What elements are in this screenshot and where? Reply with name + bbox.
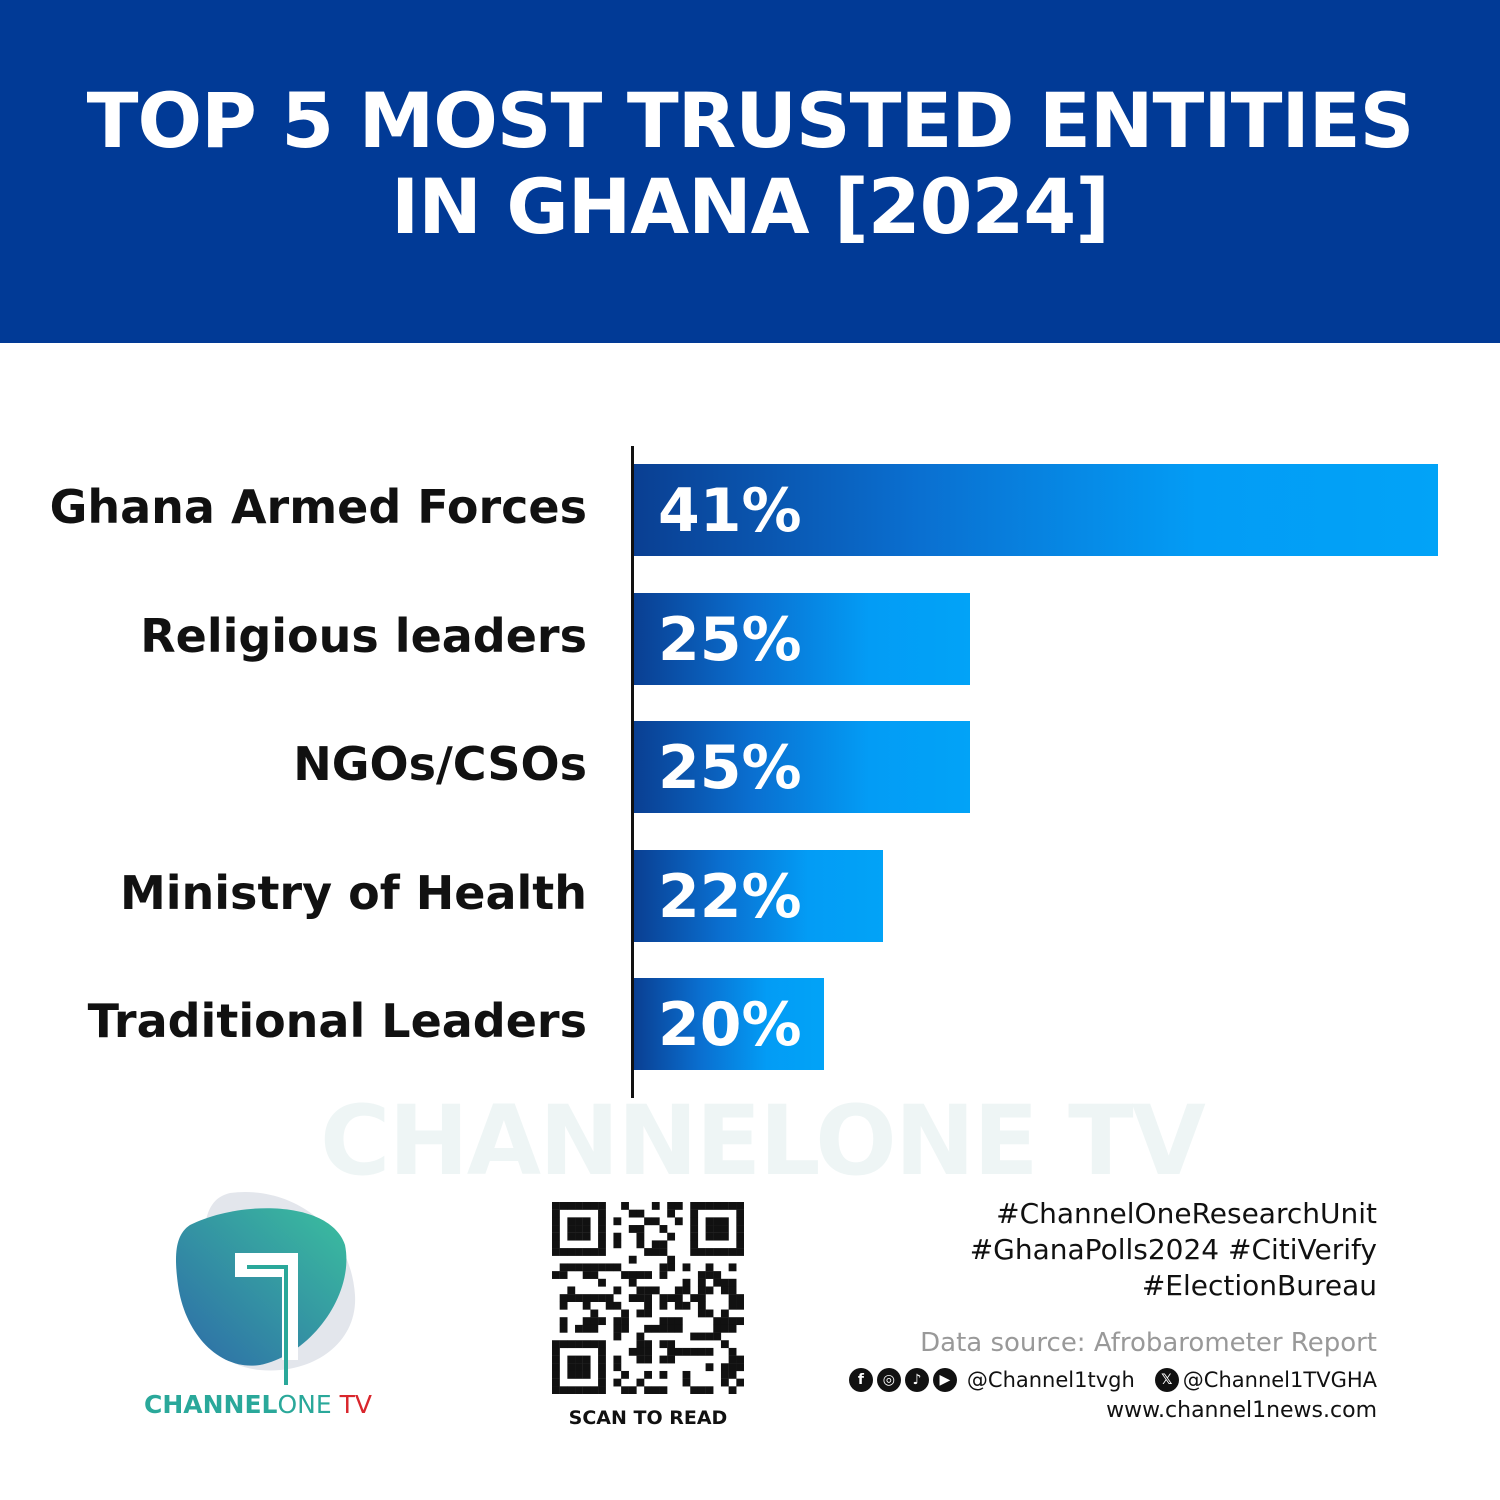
data-label: 25% xyxy=(658,604,802,675)
logo-text-bold: CHANNEL xyxy=(144,1390,278,1419)
bar: 25% xyxy=(634,721,971,813)
title-line-2: IN GHANA [2024] xyxy=(390,162,1110,251)
data-label: 20% xyxy=(658,990,802,1060)
bar: 22% xyxy=(634,849,883,942)
social-handle: @Channel1tvgh xyxy=(966,1368,1135,1392)
channel-one-logo xyxy=(175,1191,356,1385)
bar: 41% xyxy=(634,464,1438,556)
hashtags: #ChannelOneResearchUnit #GhanaPolls2024 … xyxy=(970,1196,1377,1304)
x-icon[interactable]: 𝕏 xyxy=(1154,1368,1179,1392)
tiktok-icon[interactable]: ♪ xyxy=(904,1368,929,1392)
hashtag-line: #GhanaPolls2024 #CitiVerify xyxy=(969,1233,1377,1266)
category-label: Traditional Leaders xyxy=(87,994,587,1048)
category-label: Ghana Armed Forces xyxy=(49,480,587,534)
category-label: NGOs/CSOs xyxy=(293,737,587,791)
hashtag-line: #ChannelOneResearchUnit xyxy=(996,1197,1377,1230)
category-label: Ministry of Health xyxy=(120,865,587,920)
category-label: Religious leaders xyxy=(140,608,587,663)
instagram-icon[interactable]: ◎ xyxy=(876,1368,901,1392)
qr-label: SCAN TO READ xyxy=(568,1407,728,1429)
logo-text-light: ONE xyxy=(277,1390,332,1419)
header-banner: TOP 5 MOST TRUSTED ENTITIES IN GHANA [20… xyxy=(0,0,1500,343)
hashtag-line: #ElectionBureau xyxy=(1141,1269,1377,1302)
data-label: 41% xyxy=(658,476,802,546)
title-line-1: TOP 5 MOST TRUSTED ENTITIES xyxy=(86,76,1415,165)
facebook-icon[interactable]: f xyxy=(848,1368,873,1392)
bar: 25% xyxy=(634,592,971,685)
x-handle: @Channel1TVGHA xyxy=(1182,1368,1377,1392)
youtube-icon[interactable]: ▶ xyxy=(932,1368,957,1392)
logo-wordmark: CHANNELONE TV xyxy=(144,1390,372,1419)
website: www.channel1news.com xyxy=(1106,1398,1377,1423)
watermark: CHANNELONE TV xyxy=(320,1085,1206,1197)
page-title: TOP 5 MOST TRUSTED ENTITIES IN GHANA [20… xyxy=(0,78,1500,250)
bar: 20% xyxy=(634,978,825,1070)
data-label: 22% xyxy=(658,861,802,932)
y-axis-line xyxy=(631,446,634,1098)
data-source: Data source: Afrobarometer Report xyxy=(920,1328,1377,1358)
social-handles: f ◎ ♪ ▶ @Channel1tvgh 𝕏 @Channel1TVGHA xyxy=(848,1368,1377,1392)
data-label: 25% xyxy=(658,733,802,803)
logo-text-tv: TV xyxy=(339,1390,372,1419)
qr-code[interactable] xyxy=(552,1202,744,1394)
